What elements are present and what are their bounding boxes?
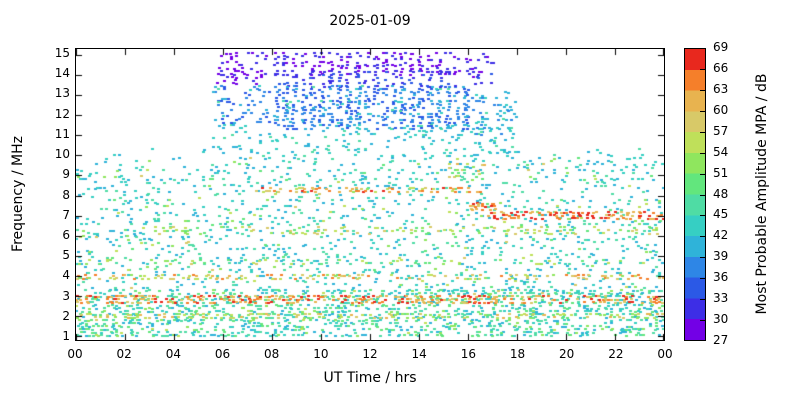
x-tick-label: 16 (460, 347, 476, 361)
colorbar-tick-label: 51 (713, 165, 729, 180)
colorbar-tick-mark (700, 278, 705, 280)
colorbar-tick-mark (700, 152, 705, 154)
colorbar-tick-label: 42 (713, 228, 729, 243)
x-tick-label: 00 (67, 347, 83, 361)
colorbar-tick-mark (700, 340, 705, 341)
colorbar-tick-mark (700, 236, 705, 238)
x-tick-label: 20 (559, 347, 575, 361)
scatter-canvas (76, 49, 664, 340)
x-tick-label: 06 (214, 347, 231, 361)
y-tick-label: 12 (54, 106, 70, 121)
x-tick-label: 02 (116, 347, 132, 361)
colorbar-tick-mark (700, 299, 705, 301)
chart-title: 2025-01-09 (329, 13, 411, 29)
colorbar-tick-label: 57 (713, 123, 729, 138)
x-tick-label: 18 (509, 347, 526, 361)
colorbar-tick-mark (700, 215, 705, 217)
x-tick-label: 22 (608, 347, 624, 361)
x-tick-label: 00 (657, 347, 673, 361)
y-tick-label: 7 (62, 207, 70, 222)
y-tick-label: 11 (54, 126, 70, 141)
colorbar-tick-label: 69 (713, 40, 729, 54)
colorbar-tick-mark (700, 173, 705, 175)
colorbar-tick-label: 48 (713, 186, 729, 201)
colorbar-tick-mark (700, 257, 705, 259)
colorbar-tick-label: 30 (713, 312, 729, 327)
colorbar-tick-mark (700, 68, 705, 70)
y-tick-label: 15 (54, 46, 70, 61)
colorbar-tick-mark (700, 131, 705, 133)
y-tick-label: 5 (62, 248, 70, 263)
colorbar-tick-mark (700, 89, 705, 91)
x-tick-label: 04 (165, 347, 181, 361)
colorbar (684, 48, 706, 341)
plot-area (75, 48, 665, 341)
y-tick-label: 13 (54, 86, 70, 101)
colorbar-tick-label: 33 (713, 291, 729, 306)
y-tick-label: 6 (62, 227, 70, 242)
y-tick-label: 1 (62, 328, 70, 343)
y-tick-label: 10 (54, 147, 70, 162)
colorbar-tick-mark (700, 48, 705, 49)
y-tick-label: 9 (62, 167, 70, 182)
x-tick-label: 10 (313, 347, 329, 361)
x-tick-label: 12 (362, 347, 378, 361)
colorbar-tick-mark (700, 194, 705, 196)
y-tick-label: 14 (54, 66, 70, 81)
x-tick-label: 14 (411, 347, 427, 361)
y-tick-label: 4 (62, 268, 70, 283)
x-tick-label: 08 (264, 347, 280, 361)
colorbar-tick-label: 63 (713, 81, 729, 96)
y-tick-label: 2 (62, 308, 70, 323)
colorbar-tick-mark (700, 110, 705, 112)
colorbar-tick-label: 27 (713, 333, 729, 347)
colorbar-label: Most Probable Amplitude MPA / dB (754, 73, 770, 315)
y-axis-label: Frequency / MHz (10, 136, 26, 252)
x-axis-label: UT Time / hrs (323, 370, 417, 386)
y-tick-label: 8 (62, 187, 70, 202)
colorbar-tick-mark (700, 320, 705, 322)
colorbar-tick-label: 66 (713, 60, 729, 75)
colorbar-tick-label: 60 (713, 102, 729, 117)
colorbar-tick-label: 39 (713, 249, 729, 264)
colorbar-tick-label: 36 (713, 270, 729, 285)
colorbar-tick-label: 45 (713, 207, 729, 222)
y-tick-label: 3 (62, 288, 70, 303)
colorbar-tick-label: 54 (713, 144, 729, 159)
